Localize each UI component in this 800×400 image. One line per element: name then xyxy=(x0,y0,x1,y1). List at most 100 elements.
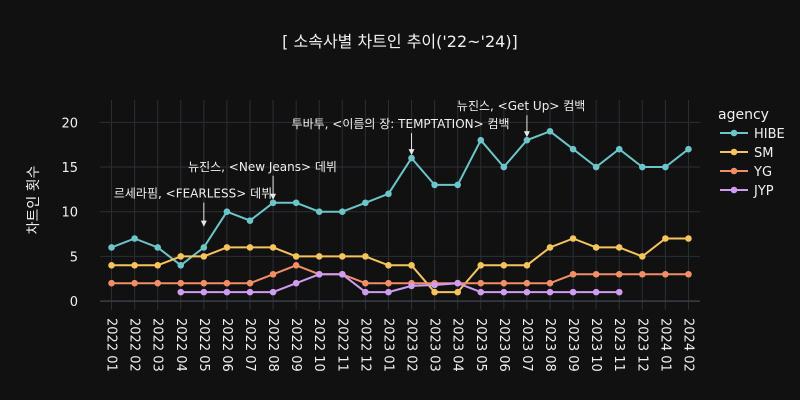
x-tick-label: 2022 01 xyxy=(104,318,119,372)
x-tick-label: 2023 05 xyxy=(473,318,488,372)
legend-label: SM xyxy=(754,146,773,161)
y-axis-label: 차트인 횟수 xyxy=(26,165,42,234)
x-tick-label: 2023 11 xyxy=(611,318,626,372)
chart-title: [ 소속사별 차트인 추이('22~'24)] xyxy=(282,32,518,51)
data-point xyxy=(592,270,600,278)
x-tick-label: 2023 02 xyxy=(404,318,419,372)
data-point xyxy=(431,181,438,189)
data-point xyxy=(454,288,461,296)
x-tick-label: 2023 06 xyxy=(496,318,511,372)
legend-label: YG xyxy=(753,165,772,180)
data-point xyxy=(569,235,577,242)
legend-item-sm: SM xyxy=(720,146,773,161)
data-point xyxy=(592,163,600,171)
legend-title: agency xyxy=(718,107,769,123)
data-point xyxy=(454,279,461,287)
annotation-arrow-head xyxy=(523,131,530,138)
data-point xyxy=(431,288,438,296)
data-point xyxy=(385,279,392,287)
x-tick-label: 2024 02 xyxy=(680,318,695,372)
data-point xyxy=(246,279,254,287)
data-point xyxy=(546,279,554,287)
x-tick-label: 2023 01 xyxy=(380,318,395,372)
x-tick-label: 2022 12 xyxy=(357,318,372,372)
data-point xyxy=(154,244,161,251)
data-point xyxy=(315,208,323,216)
data-point xyxy=(362,279,369,287)
data-point xyxy=(385,262,392,269)
data-point xyxy=(131,235,138,242)
data-point xyxy=(339,208,346,216)
x-tick-label: 2023 10 xyxy=(588,318,603,372)
data-point xyxy=(662,163,669,171)
legend-label: HIBE xyxy=(754,127,785,142)
x-tick-label: 2022 06 xyxy=(219,318,234,372)
x-tick-label: 2022 11 xyxy=(334,318,349,372)
data-point xyxy=(108,244,115,251)
data-point xyxy=(246,244,254,251)
data-point xyxy=(523,288,531,296)
data-point xyxy=(223,288,231,296)
data-point xyxy=(500,262,508,269)
annotation: 투바투, <이름의 장: TEMPTATION> 컴백 xyxy=(292,117,510,156)
data-point xyxy=(569,145,577,153)
annotation-layer: 르세라핌, <FEARLESS> 데뷔 뉴진스, <New Jeans> 데뷔 투바… xyxy=(114,99,585,227)
x-tick-label: 2024 01 xyxy=(657,318,672,372)
data-point xyxy=(292,199,300,207)
annotation-arrow-head xyxy=(270,193,277,200)
data-point xyxy=(662,235,669,242)
data-point xyxy=(315,253,323,260)
x-tick-label: 2023 07 xyxy=(519,318,534,372)
data-point xyxy=(615,288,623,296)
annotation-arrow-head xyxy=(200,220,207,227)
series-sm xyxy=(108,235,692,296)
annotation: 르세라핌, <FEARLESS> 데뷔 xyxy=(114,187,272,227)
data-point xyxy=(362,288,369,296)
data-point xyxy=(685,235,692,242)
data-point xyxy=(223,244,231,251)
data-point xyxy=(269,199,277,207)
x-tick-label: 2022 10 xyxy=(311,318,326,372)
data-point xyxy=(223,208,231,216)
data-point xyxy=(362,199,369,207)
data-point xyxy=(615,270,623,278)
data-point xyxy=(408,282,415,290)
data-point xyxy=(315,270,323,278)
data-point xyxy=(477,262,485,269)
data-point xyxy=(431,281,438,289)
data-point xyxy=(569,288,577,296)
x-tick-label: 2022 04 xyxy=(173,318,188,372)
data-point xyxy=(500,288,508,296)
data-point xyxy=(500,279,508,287)
data-point xyxy=(131,279,138,287)
data-point xyxy=(269,270,277,278)
annotation-arrow-head xyxy=(408,149,415,156)
data-point xyxy=(177,279,185,287)
x-tick-label: 2023 12 xyxy=(634,318,649,372)
data-point xyxy=(523,262,531,269)
x-tick-label: 2022 02 xyxy=(127,318,142,372)
data-point xyxy=(408,262,415,269)
data-point xyxy=(154,279,161,287)
data-point xyxy=(200,253,208,260)
data-point xyxy=(592,288,600,296)
series-layer xyxy=(108,127,692,296)
data-point xyxy=(246,288,254,296)
x-tick-label: 2023 08 xyxy=(542,318,557,372)
data-point xyxy=(177,288,185,296)
series-line xyxy=(111,237,689,294)
legend-item-hibe: HIBE xyxy=(720,127,785,142)
legend-swatch-marker xyxy=(730,129,738,137)
data-point xyxy=(385,190,392,198)
data-point xyxy=(477,288,485,296)
legend-item-yg: YG xyxy=(720,165,772,180)
data-point xyxy=(292,262,300,269)
data-point xyxy=(639,253,646,260)
data-point xyxy=(339,270,346,278)
data-point xyxy=(177,253,185,260)
data-point xyxy=(569,270,577,278)
x-tick-label: 2022 07 xyxy=(242,318,257,372)
data-point xyxy=(269,244,277,251)
series-hibe xyxy=(108,127,692,269)
